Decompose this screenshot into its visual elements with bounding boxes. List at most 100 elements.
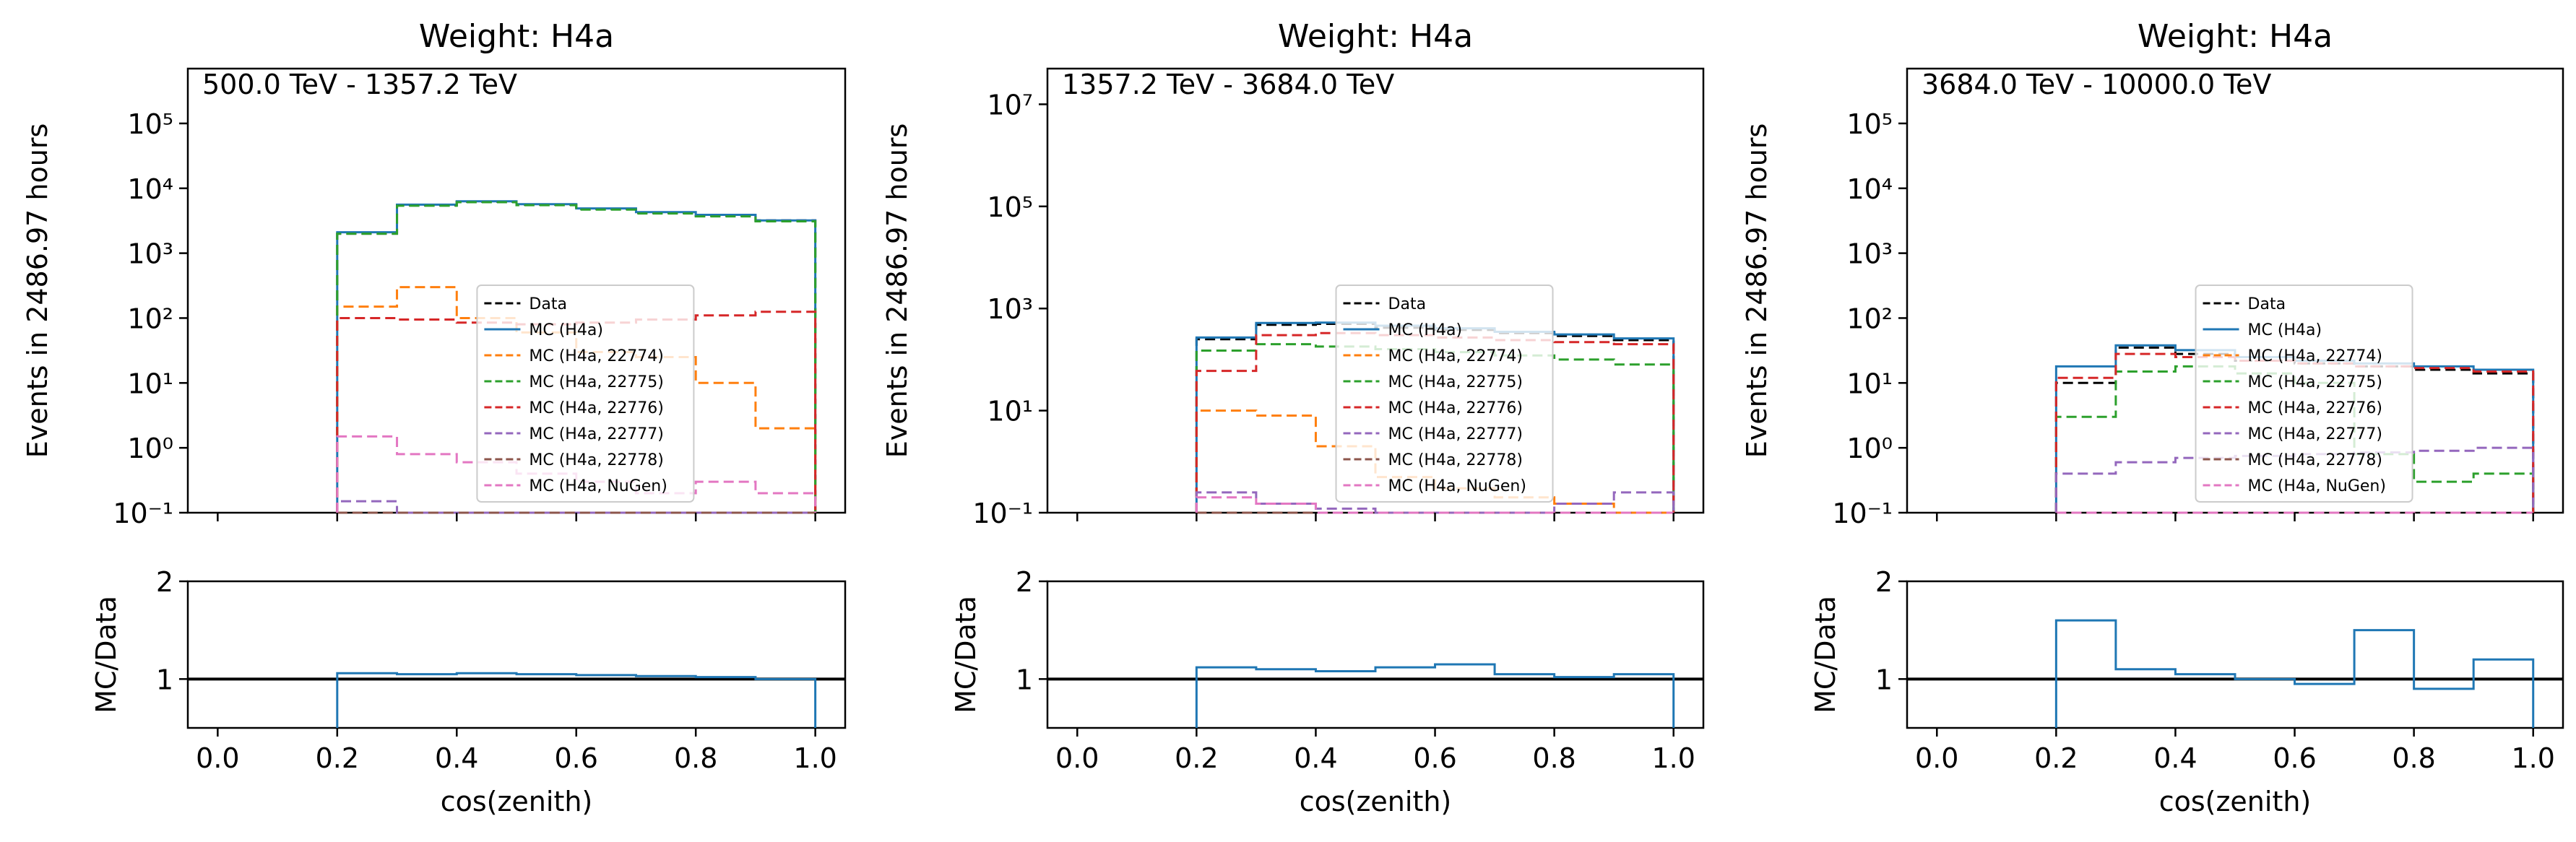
x-tick-label: 0.2 [2034, 742, 2078, 774]
y-tick-label: 10³ [127, 238, 173, 270]
x-tick-label: 0.8 [2392, 742, 2435, 774]
x-tick-label: 0.6 [1413, 742, 1456, 774]
y-tick-label: 10¹ [987, 396, 1033, 427]
x-tick-label: 1.0 [2512, 742, 2555, 774]
ratio-axes-frame [186, 580, 847, 729]
legend-label: MC (H4a, 22775) [2248, 373, 2383, 391]
legend-box [2195, 285, 2413, 503]
x-tick-label: 0.0 [1055, 742, 1099, 774]
upper-y-axis-label: Events in 2486.97 hours [881, 123, 913, 459]
x-tick-label: 0.6 [555, 742, 598, 774]
series-mc-h4a-22775- [336, 201, 817, 513]
series-mc-h4a-22776- [2054, 352, 2535, 513]
legend-label: MC (H4a) [2248, 321, 2322, 339]
upper-axes-frame [1906, 67, 2564, 514]
ratio-y-tick-label: 2 [1016, 566, 1033, 598]
y-tick-label: 10⁻¹ [1832, 498, 1893, 529]
y-tick-label: 10⁷ [987, 89, 1033, 121]
legend-label: MC (H4a, 22776) [2248, 399, 2383, 417]
legend-label: MC (H4a, NuGen) [1388, 477, 1526, 495]
y-tick-label: 10¹ [1846, 368, 1893, 399]
x-tick-label: 0.4 [2153, 742, 2197, 774]
y-tick-label: 10⁻¹ [113, 498, 173, 529]
series-mc-h4a-22777- [1195, 491, 1675, 514]
upper-y-axis-label: Events in 2486.97 hours [22, 123, 53, 459]
legend-label: MC (H4a, 22774) [1388, 347, 1523, 365]
ratio-y-tick-label: 1 [1875, 664, 1893, 695]
y-tick-label: 10² [127, 303, 173, 334]
series-mc-h4a-22776- [1195, 331, 1675, 513]
legend: Data MC (H4a) MC (H4a, 22774) MC (H4a, 2277… [1335, 285, 1554, 503]
series-mc-h4a-nugen- [1195, 496, 1674, 514]
y-tick-label: 10³ [987, 293, 1033, 325]
ratio-y-axis-label: MC/Data [950, 596, 982, 713]
energy-range-label: 1357.2 TeV - 3684.0 TeV [1062, 69, 1394, 100]
legend-label: MC (H4a, 22778) [2248, 451, 2383, 469]
x-tick-label: 0.2 [1175, 742, 1218, 774]
x-axis-label: cos(zenith) [1300, 786, 1452, 817]
ratio-y-tick-label: 1 [1016, 664, 1033, 695]
y-tick-label: 10⁵ [1846, 108, 1893, 140]
x-tick-label: 0.4 [1294, 742, 1337, 774]
x-tick-label: 0.8 [1532, 742, 1576, 774]
legend-label: MC (H4a) [1388, 321, 1463, 339]
y-tick-label: 10⁵ [987, 191, 1033, 223]
legend-label: MC (H4a, NuGen) [2248, 477, 2386, 495]
ratio-y-axis-label: MC/Data [90, 596, 122, 713]
x-tick-label: 0.6 [2273, 742, 2316, 774]
legend-label: Data [2248, 295, 2286, 313]
x-tick-label: 0.2 [316, 742, 359, 774]
x-tick-label: 0.4 [435, 742, 478, 774]
ratio-series [336, 672, 817, 728]
y-tick-label: 10⁻¹ [972, 498, 1033, 529]
legend-label: MC (H4a, 22777) [1388, 425, 1523, 443]
x-tick-label: 1.0 [1652, 742, 1695, 774]
legend: Data MC (H4a) MC (H4a, 22774) MC (H4a, 2277… [476, 285, 695, 503]
y-tick-label: 10⁰ [127, 433, 173, 464]
panel-title: Weight: H4a [2138, 18, 2333, 55]
ratio-series [1195, 663, 1675, 728]
y-tick-label: 10⁴ [127, 173, 173, 205]
panel-title: Weight: H4a [1278, 18, 1473, 55]
legend-label: MC (H4a, 22775) [529, 373, 664, 391]
series-mc-h4a-22777- [336, 500, 816, 514]
legend-label: MC (H4a, NuGen) [529, 477, 667, 495]
energy-range-label: 500.0 TeV - 1357.2 TeV [202, 69, 517, 100]
legend-label: MC (H4a, 22777) [2248, 425, 2383, 443]
panel-title: Weight: H4a [419, 18, 614, 55]
legend-label: Data [1388, 295, 1427, 313]
ratio-y-axis-label: MC/Data [1810, 596, 1841, 713]
y-tick-label: 10⁴ [1846, 173, 1893, 205]
y-tick-label: 10¹ [127, 368, 173, 399]
x-tick-label: 0.8 [674, 742, 717, 774]
legend-label: MC (H4a, 22774) [529, 347, 664, 365]
ratio-axes-frame [1906, 580, 2564, 729]
legend-label: MC (H4a, 22775) [1388, 373, 1523, 391]
ratio-y-tick-label: 2 [1875, 566, 1893, 598]
energy-range-label: 3684.0 TeV - 10000.0 TeV [1922, 69, 2271, 100]
panel-1: Weight: H4a 10⁻¹ 10⁰ 10¹ 10² 10³ 10⁴ 10⁵ Events … [22, 18, 847, 817]
x-axis-label: cos(zenith) [441, 786, 593, 817]
legend-box [1335, 285, 1554, 503]
legend-label: Data [529, 295, 567, 313]
x-axis-label: cos(zenith) [2159, 786, 2312, 817]
x-tick-label: 0.0 [196, 742, 239, 774]
legend: Data MC (H4a) MC (H4a, 22774) MC (H4a, 2277… [2195, 285, 2413, 503]
y-tick-label: 10⁰ [1846, 433, 1893, 464]
ratio-y-tick-label: 1 [156, 664, 173, 695]
x-tick-label: 0.0 [1915, 742, 1958, 774]
legend-label: MC (H4a, 22774) [2248, 347, 2383, 365]
y-tick-label: 10² [1846, 303, 1893, 334]
panel-3: Weight: H4a 10⁻¹ 10⁰ 10¹ 10² 10³ 10⁴ 10⁵ Events … [1741, 18, 2564, 817]
x-tick-label: 1.0 [793, 742, 837, 774]
y-tick-label: 10³ [1846, 238, 1893, 270]
ratio-y-tick-label: 2 [156, 566, 173, 598]
legend-label: MC (H4a, 22777) [529, 425, 664, 443]
legend-label: MC (H4a, 22778) [1388, 451, 1523, 469]
legend-label: MC (H4a, 22776) [529, 399, 664, 417]
y-tick-label: 10⁵ [127, 108, 173, 140]
ratio-axes-frame [1046, 580, 1705, 729]
legend-label: MC (H4a) [529, 321, 603, 339]
legend-box [476, 285, 695, 503]
